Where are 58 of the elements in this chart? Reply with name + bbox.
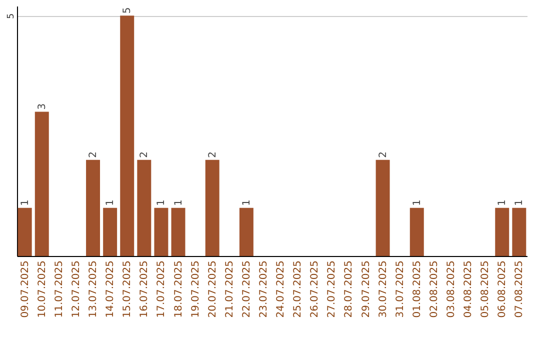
data-label: 1 (173, 200, 184, 206)
x-tick-label: 14.07.2025 (105, 260, 116, 318)
data-label: 1 (156, 200, 168, 206)
bar (154, 208, 168, 256)
x-tick-label: 04.08.2025 (463, 260, 474, 318)
x-tick-label: 15.07.2025 (122, 260, 134, 318)
x-tick-label: 17.07.2025 (156, 260, 168, 318)
bar (512, 208, 526, 256)
data-label: 1 (412, 200, 423, 206)
x-tick-label: 02.08.2025 (428, 260, 440, 318)
bar (376, 160, 390, 256)
x-tick-label: 29.07.2025 (360, 260, 372, 318)
bar (171, 208, 186, 256)
bar (86, 160, 100, 256)
bar (239, 208, 254, 256)
data-label: 2 (139, 151, 150, 158)
x-tick-label: 24.07.2025 (276, 260, 287, 318)
bar (120, 16, 134, 256)
x-tick-label: 19.07.2025 (190, 260, 202, 318)
x-tick-label: 12.07.2025 (70, 260, 82, 318)
data-label: 3 (36, 103, 48, 110)
x-tick-label: 26.07.2025 (310, 260, 321, 318)
data-label: 2 (207, 151, 218, 158)
x-tick-label: 06.08.2025 (497, 260, 508, 318)
x-tick-label: 21.07.2025 (224, 260, 236, 318)
data-label: 1 (514, 200, 526, 206)
data-label: 1 (497, 200, 508, 206)
x-tick-label: 07.08.2025 (514, 260, 526, 318)
data-label: 2 (88, 151, 100, 158)
data-label: 1 (20, 200, 31, 206)
x-tick-label: 27.07.2025 (326, 260, 338, 318)
x-tick-label: 25.07.2025 (292, 260, 304, 318)
data-label: 2 (378, 151, 389, 158)
x-tick-label: 16.07.2025 (139, 260, 150, 318)
bar (34, 112, 49, 256)
data-label: 1 (105, 200, 116, 206)
x-tick-label: 09.07.2025 (20, 260, 31, 318)
x-tick-label: 20.07.2025 (207, 260, 218, 318)
x-tick-label: 23.07.2025 (258, 260, 270, 318)
x-tick-label: 22.07.2025 (241, 260, 252, 318)
x-tick-label: 11.07.2025 (54, 260, 65, 318)
data-label: 5 (122, 7, 134, 14)
x-tick-label: 28.07.2025 (344, 260, 355, 318)
x-tick-label: 31.07.2025 (394, 260, 406, 318)
x-tick-label: 01.08.2025 (412, 260, 423, 318)
x-tick-label: 05.08.2025 (480, 260, 492, 318)
data-label: 1 (241, 200, 252, 206)
bar (137, 160, 152, 256)
x-tick-label: 30.07.2025 (378, 260, 389, 318)
x-tick-label: 13.07.2025 (88, 260, 100, 318)
bar (103, 208, 118, 256)
bar (18, 208, 32, 256)
bar (495, 208, 510, 256)
bar (410, 208, 424, 256)
x-tick-label: 03.08.2025 (446, 260, 457, 318)
x-tick-label: 10.07.2025 (36, 260, 48, 318)
x-tick-label: 18.07.2025 (173, 260, 184, 318)
bar (205, 160, 220, 256)
